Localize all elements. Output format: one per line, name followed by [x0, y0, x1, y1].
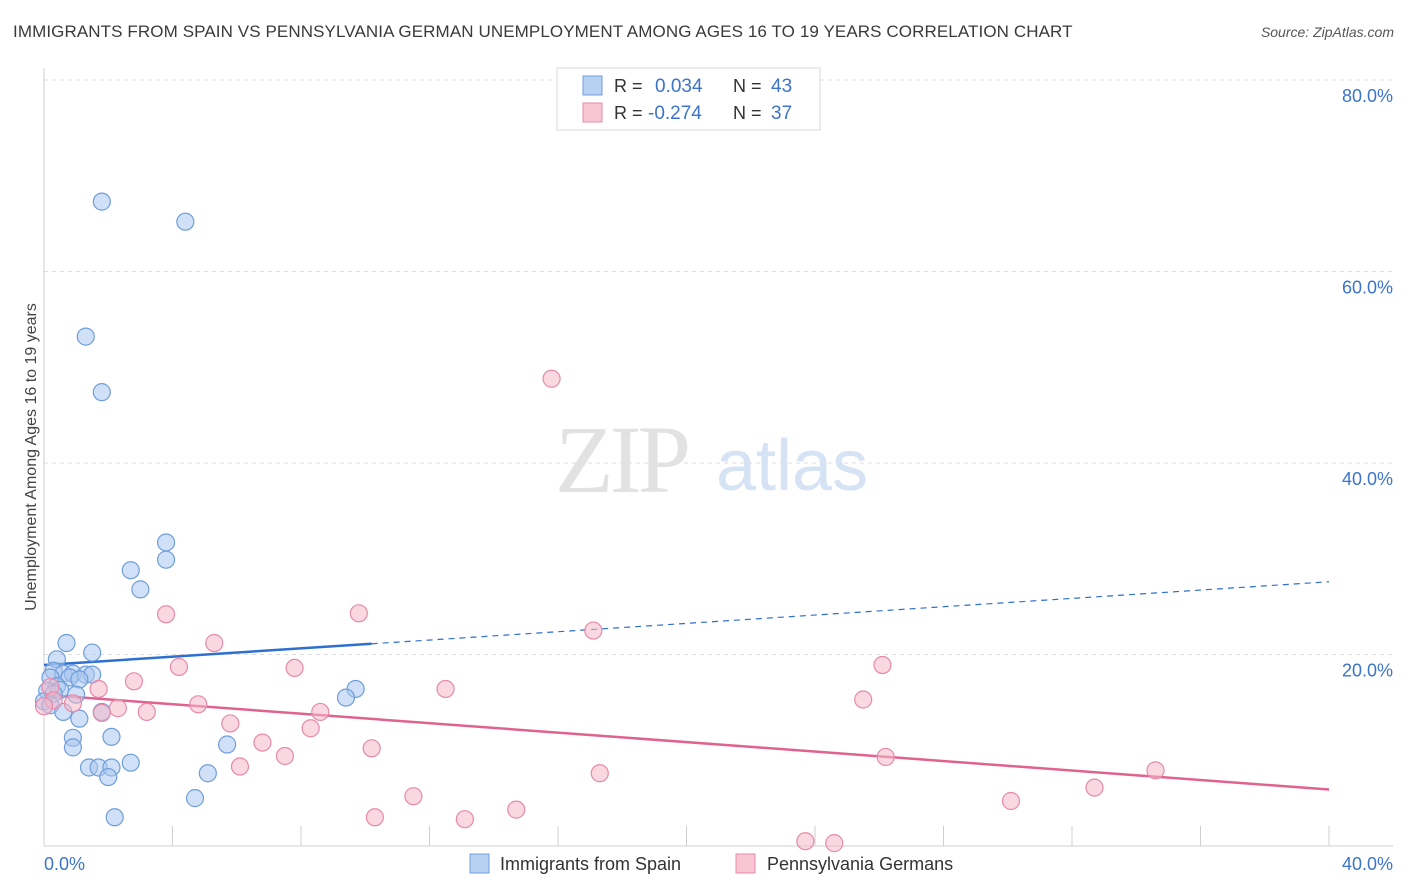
point-blue-41: [185, 789, 205, 808]
point-pink-20: [854, 690, 873, 709]
legend-r-value-1: 0.034: [655, 76, 703, 97]
trend-line-blue: [43, 642, 372, 667]
point-pink-0: [542, 369, 561, 388]
point-pink-6: [169, 657, 189, 677]
point-blue-9: [83, 643, 102, 662]
point-blue-17: [70, 670, 89, 689]
correlation-legend: R = 0.034 N = 43 R = -0.274 N = 37: [556, 67, 821, 131]
legend-swatch-pink: [582, 102, 603, 123]
data-points: [34, 192, 1165, 853]
point-pink-11: [89, 679, 108, 699]
point-pink-4: [205, 633, 224, 653]
source-label: Source: ZipAtlas.com: [1260, 24, 1394, 40]
series-legend-label-pink: Pennsylvania Germans: [767, 854, 953, 874]
point-pink-5: [873, 655, 892, 675]
legend-r-label-2: R =: [614, 103, 643, 123]
point-pink-29: [1085, 778, 1104, 797]
trend-lines: [43, 581, 1330, 791]
legend-swatch-blue: [582, 75, 603, 96]
point-pink-36: [796, 832, 815, 851]
grid-lines: [44, 79, 1393, 655]
point-blue-1: [176, 212, 195, 231]
y-tick-labels: 20.0% 40.0% 60.0% 80.0%: [1342, 86, 1393, 681]
x-tick-label-max: 40.0%: [1342, 854, 1393, 874]
legend-n-label-2: N =: [733, 103, 762, 123]
point-blue-6: [121, 561, 140, 580]
series-legend-label-blue: Immigrants from Spain: [500, 854, 681, 874]
point-pink-14: [34, 697, 54, 716]
point-pink-3: [584, 621, 603, 640]
point-pink-8: [124, 672, 144, 691]
y-tick-label-20: 20.0%: [1342, 661, 1393, 681]
point-blue-3: [92, 383, 111, 402]
point-pink-1: [156, 605, 176, 624]
legend-r-value-2: -0.274: [648, 103, 702, 124]
point-pink-32: [365, 808, 384, 827]
point-blue-8: [57, 633, 76, 653]
point-pink-17: [137, 702, 156, 722]
point-blue-30: [336, 688, 356, 707]
x-axis-ticks: [172, 826, 1330, 846]
point-blue-39: [99, 767, 118, 787]
y-axis-label: Unemployment Among Ages 16 to 19 years: [23, 303, 40, 611]
point-blue-2: [76, 327, 95, 346]
point-pink-16: [108, 699, 127, 718]
y-tick-label-80: 80.0%: [1342, 86, 1393, 106]
trend-line-blue-extrapolated: [371, 581, 1330, 645]
point-pink-23: [253, 733, 272, 752]
point-pink-30: [1146, 761, 1165, 780]
point-blue-33: [63, 738, 83, 757]
point-pink-28: [590, 764, 609, 783]
point-blue-34: [218, 735, 237, 754]
point-pink-18: [311, 702, 330, 722]
legend-n-value-2: 37: [771, 103, 792, 124]
point-pink-31: [404, 787, 423, 806]
point-blue-40: [198, 764, 217, 783]
point-pink-37: [825, 834, 844, 853]
point-blue-32: [102, 727, 121, 746]
point-blue-28: [70, 709, 89, 728]
legend-n-label-1: N =: [733, 76, 762, 96]
y-tick-label-60: 60.0%: [1342, 278, 1393, 298]
y-tick-label-40: 40.0%: [1342, 469, 1393, 489]
trend-line-pink: [43, 693, 1330, 791]
point-pink-15: [189, 695, 208, 714]
watermark-zip: ZIP: [555, 406, 688, 513]
point-pink-13: [63, 694, 83, 713]
x-tick-label-min: 0.0%: [44, 854, 85, 874]
point-pink-35: [455, 810, 474, 829]
point-pink-7: [285, 658, 304, 678]
point-blue-42: [105, 808, 124, 827]
point-blue-4: [156, 533, 176, 552]
point-pink-34: [507, 800, 526, 819]
point-pink-21: [221, 714, 240, 733]
series-legend-swatch-pink: [735, 853, 756, 874]
series-legend-swatch-blue: [469, 853, 490, 874]
point-pink-25: [275, 746, 295, 766]
point-pink-33: [1001, 791, 1021, 811]
series-legend: Immigrants from Spain Pennsylvania Germa…: [469, 853, 953, 874]
watermark-atlas: atlas: [716, 426, 868, 506]
point-pink-2: [349, 604, 368, 623]
point-pink-9: [436, 679, 455, 699]
point-blue-5: [156, 550, 176, 569]
legend-n-value-1: 43: [771, 76, 792, 97]
point-blue-7: [131, 580, 150, 599]
point-pink-27: [230, 757, 250, 776]
legend-r-label-1: R =: [614, 76, 643, 96]
point-pink-22: [301, 719, 320, 738]
point-pink-19: [92, 703, 111, 723]
point-blue-35: [121, 753, 140, 772]
point-pink-24: [362, 739, 381, 758]
point-blue-0: [92, 192, 111, 211]
chart-title: IMMIGRANTS FROM SPAIN VS PENNSYLVANIA GE…: [13, 22, 1073, 41]
point-pink-26: [876, 747, 895, 767]
